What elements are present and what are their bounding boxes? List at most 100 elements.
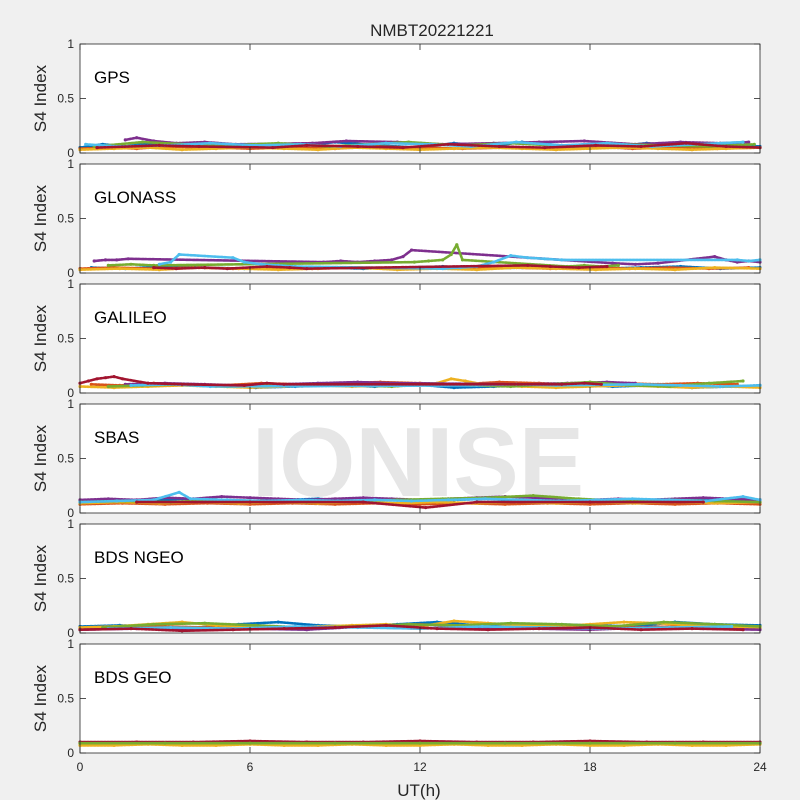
data-point [103, 258, 108, 262]
data-point [118, 267, 122, 271]
data-point [509, 621, 513, 625]
data-point [242, 383, 246, 387]
data-point [747, 140, 751, 144]
y-tick-label: 0.5 [57, 212, 74, 226]
data-point [673, 741, 677, 745]
data-point [673, 268, 677, 272]
data-point [106, 263, 110, 267]
data-point [361, 496, 365, 500]
data-point [373, 498, 377, 502]
x-tick-label: 18 [583, 760, 597, 774]
data-point [616, 263, 620, 267]
data-point [115, 499, 119, 503]
data-point [282, 743, 286, 748]
data-point [560, 258, 564, 262]
data-point [449, 377, 453, 381]
data-point [713, 255, 717, 259]
data-point [248, 741, 252, 745]
data-point [95, 146, 99, 150]
data-point [588, 741, 592, 745]
data-point [514, 140, 518, 144]
data-point [288, 266, 292, 270]
plot-area [80, 644, 760, 753]
data-point [282, 382, 286, 386]
series-line [101, 620, 762, 629]
data-point [89, 382, 93, 386]
data-point [526, 263, 530, 267]
data-point [713, 622, 717, 626]
data-point [707, 381, 711, 385]
data-point [639, 144, 643, 149]
data-point [605, 264, 609, 269]
data-point [214, 743, 218, 748]
data-point [316, 743, 320, 748]
data-point [630, 497, 635, 501]
data-point [704, 499, 708, 503]
data-point [446, 142, 450, 146]
data-point [409, 499, 414, 503]
data-point [622, 743, 626, 748]
data-point [483, 497, 487, 501]
data-point [106, 384, 110, 389]
data-point [112, 743, 116, 748]
y-tick-label: 0 [67, 146, 74, 160]
data-point [180, 382, 184, 386]
data-point [208, 141, 212, 145]
data-point [384, 623, 388, 628]
data-point [271, 146, 275, 150]
data-point [152, 266, 156, 270]
data-point [407, 622, 411, 626]
data-point [180, 148, 184, 152]
panel-bds-geo: 0 0.5 1 0 6 12 18 24 BDS GEO S4 Index [31, 637, 767, 774]
data-point [92, 259, 96, 263]
data-point [752, 142, 756, 146]
y-tick-label: 0 [67, 626, 74, 640]
x-tick-label: 12 [413, 760, 427, 774]
data-point [129, 262, 133, 266]
data-point [480, 624, 484, 629]
data-point [135, 136, 139, 140]
data-point [180, 743, 184, 748]
data-point [112, 375, 116, 379]
data-point [673, 502, 677, 506]
data-point [135, 500, 139, 504]
panel-galileo: 0 0.5 1 GALILEO S4 Index [31, 277, 762, 400]
data-point [225, 498, 229, 502]
data-point [435, 627, 439, 631]
data-point [633, 267, 637, 271]
data-point [157, 143, 161, 147]
data-point [475, 500, 479, 504]
data-point [174, 267, 178, 271]
chart-title: NMBT20221221 [370, 21, 494, 40]
y-tick-label: 1 [67, 397, 74, 411]
panel-bds-ngeo: 0 0.5 1 BDS NGEO S4 Index [31, 517, 762, 640]
data-point [418, 741, 422, 745]
data-point [605, 141, 609, 145]
data-point [126, 257, 130, 261]
data-point [713, 501, 717, 505]
panel-gps: 0 0.5 1 GPS S4 Index [31, 37, 762, 160]
x-tick-label: 6 [247, 760, 254, 774]
data-point [441, 258, 445, 262]
data-point [418, 743, 422, 748]
y-axis-label: S4 Index [31, 184, 50, 252]
data-point [554, 386, 558, 390]
y-axis-label: S4 Index [31, 664, 50, 732]
data-point [735, 260, 739, 264]
data-point [265, 264, 269, 269]
data-point [741, 628, 745, 632]
data-point [656, 147, 660, 151]
data-point [265, 381, 269, 385]
data-point [611, 261, 615, 265]
data-point [667, 498, 671, 502]
data-point [452, 386, 456, 390]
data-point [276, 620, 280, 624]
series-line [84, 140, 745, 148]
data-point [103, 376, 108, 380]
data-point [520, 743, 524, 748]
data-point [163, 741, 167, 745]
data-point [724, 144, 728, 149]
data-point [418, 739, 422, 743]
